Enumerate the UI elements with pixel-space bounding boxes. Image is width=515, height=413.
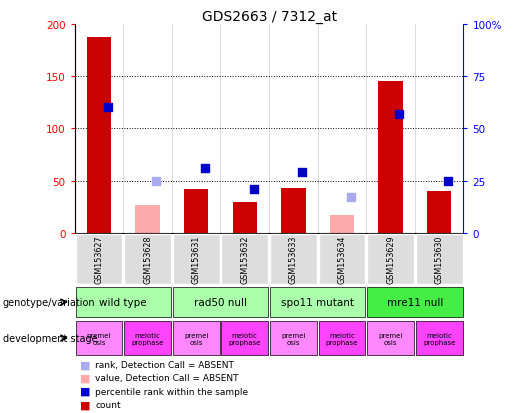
Title: GDS2663 / 7312_at: GDS2663 / 7312_at — [201, 10, 337, 24]
FancyBboxPatch shape — [76, 287, 171, 317]
Point — [104, 105, 112, 112]
Point — [347, 195, 355, 201]
Text: meiotic
prophase: meiotic prophase — [131, 332, 164, 345]
Text: GSM153629: GSM153629 — [386, 235, 395, 283]
Bar — [427, 192, 451, 233]
Text: ■: ■ — [80, 386, 90, 396]
FancyBboxPatch shape — [319, 235, 365, 284]
Bar — [281, 188, 305, 233]
Bar — [379, 82, 403, 233]
Text: percentile rank within the sample: percentile rank within the sample — [95, 387, 248, 396]
Text: rad50 null: rad50 null — [194, 297, 247, 307]
FancyBboxPatch shape — [367, 235, 414, 284]
FancyBboxPatch shape — [416, 235, 462, 284]
Text: GSM153631: GSM153631 — [192, 235, 201, 283]
Text: GSM153627: GSM153627 — [94, 235, 104, 283]
FancyBboxPatch shape — [270, 287, 365, 317]
FancyBboxPatch shape — [221, 235, 268, 284]
Text: meiotic
prophase: meiotic prophase — [326, 332, 358, 345]
Bar — [135, 205, 160, 233]
FancyBboxPatch shape — [319, 321, 365, 355]
Text: ■: ■ — [80, 399, 90, 409]
Text: premei
osis: premei osis — [379, 332, 403, 345]
Bar — [330, 216, 354, 233]
Bar — [184, 190, 209, 233]
Text: ■: ■ — [80, 373, 90, 383]
Bar — [233, 202, 257, 233]
FancyBboxPatch shape — [76, 235, 122, 284]
Text: wild type: wild type — [99, 297, 147, 307]
Text: GSM153630: GSM153630 — [435, 235, 444, 283]
FancyBboxPatch shape — [416, 321, 462, 355]
FancyBboxPatch shape — [173, 287, 268, 317]
Point — [444, 178, 452, 185]
FancyBboxPatch shape — [173, 235, 219, 284]
Text: GSM153634: GSM153634 — [337, 235, 347, 283]
FancyBboxPatch shape — [173, 321, 219, 355]
Text: premei
osis: premei osis — [281, 332, 305, 345]
FancyBboxPatch shape — [270, 235, 317, 284]
Bar — [87, 38, 111, 233]
Text: meiotic
prophase: meiotic prophase — [229, 332, 261, 345]
FancyBboxPatch shape — [367, 287, 462, 317]
Text: mre11 null: mre11 null — [387, 297, 443, 307]
Point — [298, 170, 306, 176]
FancyBboxPatch shape — [270, 321, 317, 355]
Point — [201, 165, 209, 172]
Text: ■: ■ — [80, 360, 90, 370]
Point — [395, 111, 403, 118]
Text: development stage: development stage — [3, 333, 97, 343]
Point — [152, 178, 161, 185]
FancyBboxPatch shape — [367, 321, 414, 355]
Text: genotype/variation: genotype/variation — [3, 297, 95, 307]
FancyBboxPatch shape — [221, 321, 268, 355]
Text: premei
osis: premei osis — [184, 332, 209, 345]
Text: GSM153628: GSM153628 — [143, 235, 152, 283]
Text: GSM153633: GSM153633 — [289, 235, 298, 283]
Text: value, Detection Call = ABSENT: value, Detection Call = ABSENT — [95, 373, 239, 382]
Text: rank, Detection Call = ABSENT: rank, Detection Call = ABSENT — [95, 360, 234, 369]
Text: meiotic
prophase: meiotic prophase — [423, 332, 455, 345]
Text: count: count — [95, 400, 121, 409]
Text: GSM153632: GSM153632 — [241, 235, 249, 283]
Point — [249, 186, 258, 193]
FancyBboxPatch shape — [76, 321, 122, 355]
FancyBboxPatch shape — [124, 321, 171, 355]
Text: premei
osis: premei osis — [87, 332, 111, 345]
FancyBboxPatch shape — [124, 235, 171, 284]
Text: spo11 mutant: spo11 mutant — [281, 297, 354, 307]
